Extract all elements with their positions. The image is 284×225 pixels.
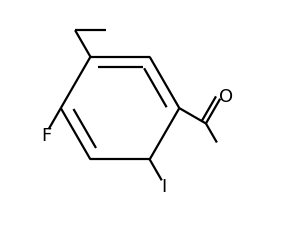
Text: I: I — [161, 178, 167, 196]
Text: O: O — [219, 88, 233, 106]
Text: F: F — [41, 127, 52, 145]
